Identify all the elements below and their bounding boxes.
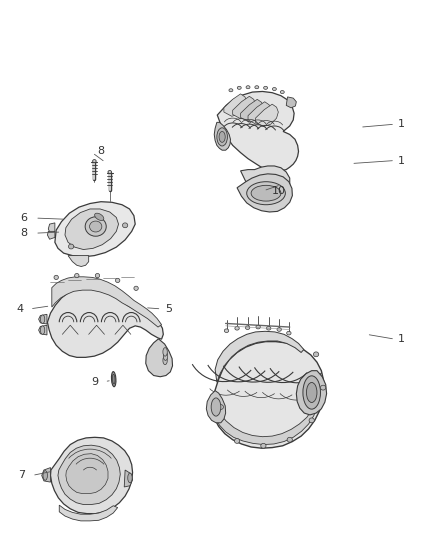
Text: 1: 1 <box>397 119 404 129</box>
Text: 9: 9 <box>91 377 98 386</box>
Ellipse shape <box>245 326 249 329</box>
Ellipse shape <box>246 182 285 205</box>
Ellipse shape <box>163 352 167 360</box>
Ellipse shape <box>40 315 45 324</box>
Ellipse shape <box>92 159 96 163</box>
Ellipse shape <box>85 217 106 236</box>
Polygon shape <box>223 94 246 116</box>
Ellipse shape <box>286 332 290 335</box>
Ellipse shape <box>255 325 260 329</box>
Polygon shape <box>214 123 230 150</box>
Polygon shape <box>47 231 55 239</box>
Polygon shape <box>65 209 118 249</box>
Polygon shape <box>52 277 161 327</box>
Ellipse shape <box>108 171 111 174</box>
Polygon shape <box>213 342 323 448</box>
Polygon shape <box>217 92 298 172</box>
Polygon shape <box>59 505 117 521</box>
Ellipse shape <box>134 286 138 290</box>
Polygon shape <box>47 286 163 357</box>
Polygon shape <box>145 339 172 377</box>
Text: 5: 5 <box>165 304 172 314</box>
Polygon shape <box>68 256 88 266</box>
Ellipse shape <box>237 86 241 90</box>
Ellipse shape <box>234 439 239 443</box>
Ellipse shape <box>302 376 320 409</box>
Ellipse shape <box>254 86 258 88</box>
Ellipse shape <box>95 213 103 221</box>
Ellipse shape <box>162 356 167 365</box>
Ellipse shape <box>251 185 280 201</box>
Ellipse shape <box>276 328 281 332</box>
Polygon shape <box>42 467 50 482</box>
Ellipse shape <box>68 244 74 249</box>
Ellipse shape <box>115 278 120 282</box>
Ellipse shape <box>313 352 318 357</box>
Ellipse shape <box>127 473 132 483</box>
Text: 1: 1 <box>397 156 404 166</box>
Polygon shape <box>55 201 135 257</box>
Ellipse shape <box>74 273 79 278</box>
Ellipse shape <box>89 221 102 232</box>
Ellipse shape <box>245 86 250 88</box>
Ellipse shape <box>54 275 58 279</box>
Polygon shape <box>124 470 132 487</box>
Polygon shape <box>50 437 132 514</box>
Ellipse shape <box>286 437 292 442</box>
Text: 7: 7 <box>18 471 25 480</box>
Polygon shape <box>39 314 47 324</box>
Ellipse shape <box>266 326 270 330</box>
Ellipse shape <box>272 87 276 91</box>
Ellipse shape <box>280 91 284 94</box>
Ellipse shape <box>320 385 325 390</box>
Polygon shape <box>240 166 289 200</box>
Text: 8: 8 <box>21 228 28 238</box>
Ellipse shape <box>40 326 45 334</box>
Text: 10: 10 <box>271 186 285 196</box>
Ellipse shape <box>111 372 116 387</box>
Polygon shape <box>206 391 225 423</box>
Polygon shape <box>286 97 296 108</box>
Polygon shape <box>240 99 263 122</box>
Polygon shape <box>247 102 270 124</box>
Polygon shape <box>232 96 255 119</box>
Ellipse shape <box>162 348 167 356</box>
Polygon shape <box>296 370 326 415</box>
Text: 1: 1 <box>397 334 404 344</box>
Ellipse shape <box>211 398 220 416</box>
Ellipse shape <box>234 326 239 330</box>
Ellipse shape <box>122 223 127 228</box>
Ellipse shape <box>260 443 265 448</box>
Text: 8: 8 <box>97 147 104 156</box>
Text: 6: 6 <box>21 213 28 223</box>
Ellipse shape <box>216 128 227 146</box>
Ellipse shape <box>43 471 47 480</box>
Polygon shape <box>58 445 120 505</box>
Ellipse shape <box>224 329 228 333</box>
Polygon shape <box>39 325 47 335</box>
Ellipse shape <box>219 132 225 142</box>
Polygon shape <box>66 454 108 494</box>
Text: 4: 4 <box>16 304 23 314</box>
Ellipse shape <box>308 418 314 423</box>
Ellipse shape <box>95 273 99 278</box>
Polygon shape <box>237 174 292 212</box>
Polygon shape <box>255 104 278 126</box>
Ellipse shape <box>306 383 316 402</box>
Polygon shape <box>215 332 303 382</box>
Ellipse shape <box>218 405 223 409</box>
Ellipse shape <box>112 374 115 384</box>
Ellipse shape <box>229 88 233 92</box>
Polygon shape <box>48 223 55 234</box>
Ellipse shape <box>263 86 267 90</box>
Polygon shape <box>215 406 316 445</box>
